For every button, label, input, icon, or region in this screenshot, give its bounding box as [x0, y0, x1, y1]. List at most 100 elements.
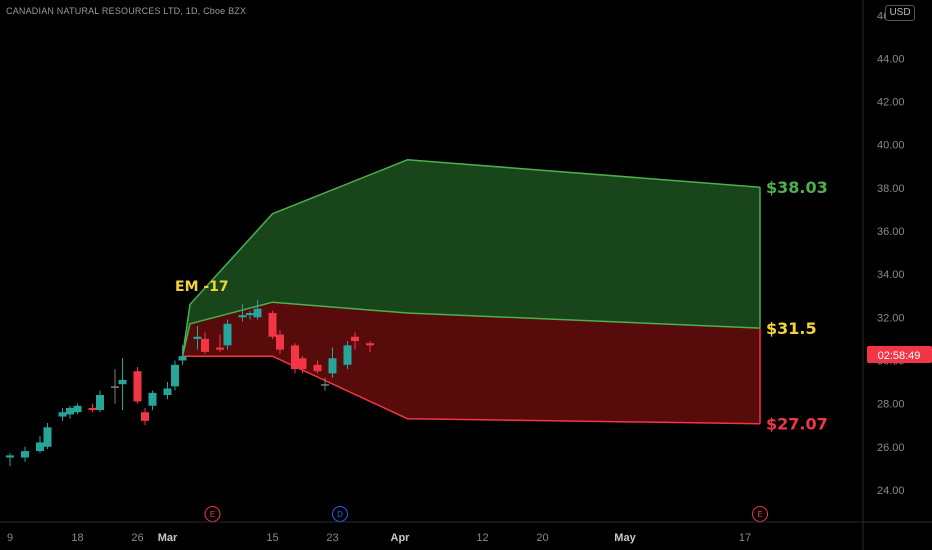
- upper-band-line: [181, 159, 761, 357]
- candle-body: [268, 313, 277, 337]
- lower-band-line: [182, 355, 761, 425]
- candle: [193, 325, 202, 350]
- candle: [43, 423, 52, 449]
- level-labels: $38.03 $31.5 $27.07: [766, 178, 828, 433]
- price-tag: 02:58:49: [867, 346, 932, 363]
- time-tick-label: 26: [131, 532, 143, 544]
- chart-title: CANADIAN NATURAL RESOURCES LTD, 1D, Cboe…: [6, 6, 247, 16]
- time-axis[interactable]: 9 18 26 Mar 15 23 Apr 12 20 May 17: [7, 532, 751, 544]
- candle-body: [43, 427, 52, 447]
- candle: [111, 369, 119, 404]
- candle: [163, 382, 172, 400]
- candle-body: [223, 323, 232, 346]
- candle: [246, 310, 254, 320]
- candles: [6, 300, 374, 467]
- candle: [88, 403, 97, 413]
- candle: [343, 341, 352, 370]
- price-tick-label: 40.00: [877, 140, 905, 152]
- time-tick-label: 12: [476, 532, 488, 544]
- candle-body: [118, 379, 127, 385]
- candle: [216, 334, 224, 352]
- time-tick-label: 9: [7, 532, 13, 544]
- candle-body: [111, 386, 119, 388]
- price-axis[interactable]: 4644.0042.0040.0038.0036.0034.0032.0030.…: [877, 10, 905, 497]
- price-tag-label: 02:58:49: [878, 350, 921, 362]
- candle-body: [163, 388, 172, 395]
- candle-body: [73, 405, 82, 413]
- candle: [6, 453, 14, 467]
- middle-band-line: [181, 301, 761, 357]
- event-marker-label: E: [210, 510, 215, 519]
- candle: [73, 403, 82, 415]
- candle-body: [321, 384, 329, 386]
- time-tick-label: 15: [266, 532, 278, 544]
- price-tick-label: 44.00: [877, 53, 905, 65]
- candle-body: [216, 347, 224, 350]
- candle-body: [366, 343, 374, 346]
- currency-badge[interactable]: USD: [885, 5, 915, 21]
- candle-body: [171, 364, 179, 387]
- time-tick-label: 23: [326, 532, 338, 544]
- time-tick-label: 20: [536, 532, 548, 544]
- candle: [141, 407, 149, 426]
- level-label-lower: $27.07: [766, 415, 828, 434]
- candle-body: [58, 412, 67, 417]
- price-tick-label: 24.00: [877, 485, 905, 497]
- time-tick-label: 18: [71, 532, 83, 544]
- candle: [133, 366, 142, 404]
- candle-body: [238, 315, 247, 318]
- candle-body: [36, 442, 44, 452]
- candle-body: [291, 345, 299, 370]
- candle: [276, 330, 284, 354]
- lower-band-fill: [182, 302, 760, 424]
- candle: [366, 341, 374, 352]
- candle: [148, 390, 157, 411]
- price-tick-label: 32.00: [877, 312, 905, 324]
- price-tick-label: 26.00: [877, 442, 905, 454]
- price-tick-label: 36.00: [877, 226, 905, 238]
- candle-body: [21, 451, 29, 458]
- candle: [351, 332, 359, 350]
- event-marker: E: [204, 506, 221, 522]
- candle-body: [298, 358, 307, 370]
- price-tick-label: 28.00: [877, 399, 905, 411]
- candle: [298, 356, 307, 374]
- candle: [313, 360, 322, 374]
- candle-body: [313, 364, 322, 372]
- candle: [171, 360, 179, 391]
- expected-move-bands: [181, 159, 761, 425]
- candle-body: [178, 356, 187, 361]
- candle: [223, 319, 232, 350]
- candle-body: [276, 334, 284, 350]
- price-tag-box: [867, 346, 932, 363]
- candle-body: [96, 394, 104, 411]
- candle: [21, 446, 29, 462]
- candle: [58, 407, 67, 421]
- candle-body: [141, 412, 149, 421]
- candle: [201, 332, 209, 354]
- candle: [96, 390, 104, 413]
- candle-body: [246, 313, 254, 316]
- time-tick-label: 17: [739, 532, 751, 544]
- price-tick-label: 38.00: [877, 183, 905, 195]
- event-marker-label: E: [757, 510, 762, 519]
- em-label: EM -17: [175, 279, 229, 295]
- candle: [66, 405, 74, 419]
- candle-body: [88, 407, 97, 411]
- upper-band-fill: [182, 159, 760, 357]
- candle-body: [328, 358, 337, 374]
- candle: [268, 310, 277, 339]
- price-tick-label: 34.00: [877, 269, 905, 281]
- time-tick-label: May: [614, 532, 636, 544]
- time-tick-label: Mar: [158, 532, 178, 544]
- candle: [238, 304, 247, 322]
- candle-body: [253, 308, 262, 318]
- candle-body: [66, 407, 74, 415]
- candle-body: [193, 336, 202, 339]
- candle: [178, 345, 187, 365]
- time-tick-label: Apr: [391, 532, 411, 544]
- candle-body: [148, 392, 157, 406]
- candle-body: [201, 338, 209, 352]
